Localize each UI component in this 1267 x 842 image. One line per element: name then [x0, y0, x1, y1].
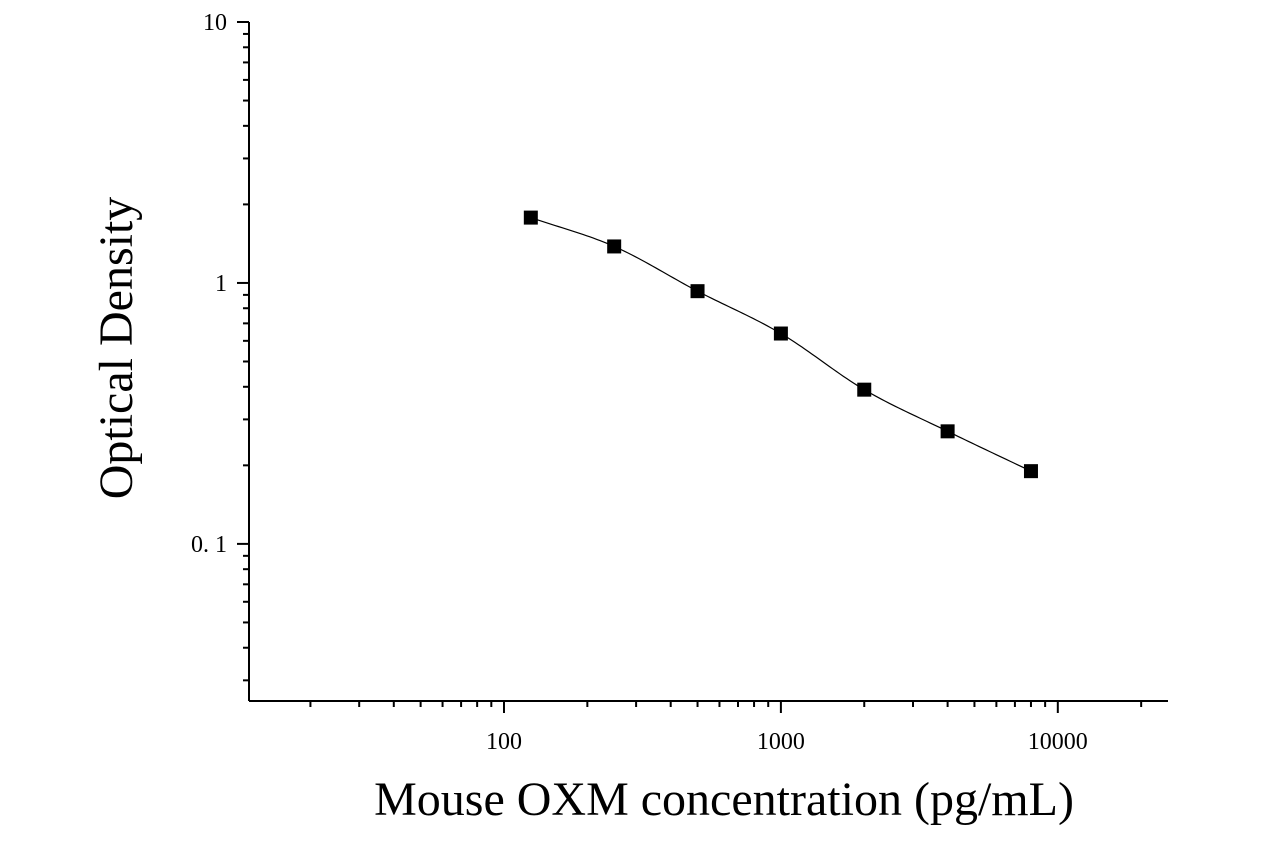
data-point	[690, 284, 705, 299]
y-tick-label: 10	[203, 10, 227, 36]
x-tick-label: 100	[486, 729, 522, 755]
data-point	[940, 424, 955, 439]
data-point	[1023, 464, 1038, 479]
data-point	[857, 382, 872, 397]
fit-curve-layer	[530, 217, 1032, 472]
x-tick-label: 1000	[757, 729, 805, 755]
data-point	[773, 326, 788, 341]
data-points	[523, 210, 1038, 479]
y-tick-label: 1	[215, 271, 227, 297]
axes	[248, 22, 1168, 702]
y-tick-label: 0. 1	[191, 532, 227, 558]
ticks: 100 1000 10000 0. 1 1 10	[191, 10, 1143, 755]
x-axis-title: Mouse OXM concentration (pg/mL)	[374, 773, 1074, 826]
fit-curve	[530, 217, 1032, 472]
y-axis-title: Optical Density	[90, 197, 143, 500]
data-point	[607, 239, 622, 254]
x-tick-label: 10000	[1028, 729, 1088, 755]
data-point	[523, 210, 538, 225]
